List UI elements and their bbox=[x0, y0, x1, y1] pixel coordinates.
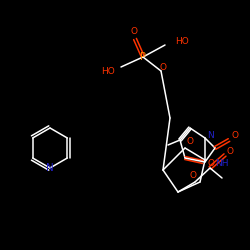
Text: HO: HO bbox=[175, 36, 189, 46]
Text: O: O bbox=[226, 146, 234, 156]
Text: N: N bbox=[46, 163, 54, 173]
Text: N: N bbox=[208, 132, 214, 140]
Text: O: O bbox=[232, 130, 238, 140]
Text: NH: NH bbox=[215, 160, 228, 168]
Text: HO: HO bbox=[101, 68, 115, 76]
Text: O: O bbox=[208, 160, 214, 168]
Text: O: O bbox=[190, 170, 196, 179]
Text: O: O bbox=[160, 62, 166, 72]
Text: P: P bbox=[140, 52, 146, 62]
Text: O: O bbox=[130, 28, 138, 36]
Text: O: O bbox=[186, 136, 194, 145]
